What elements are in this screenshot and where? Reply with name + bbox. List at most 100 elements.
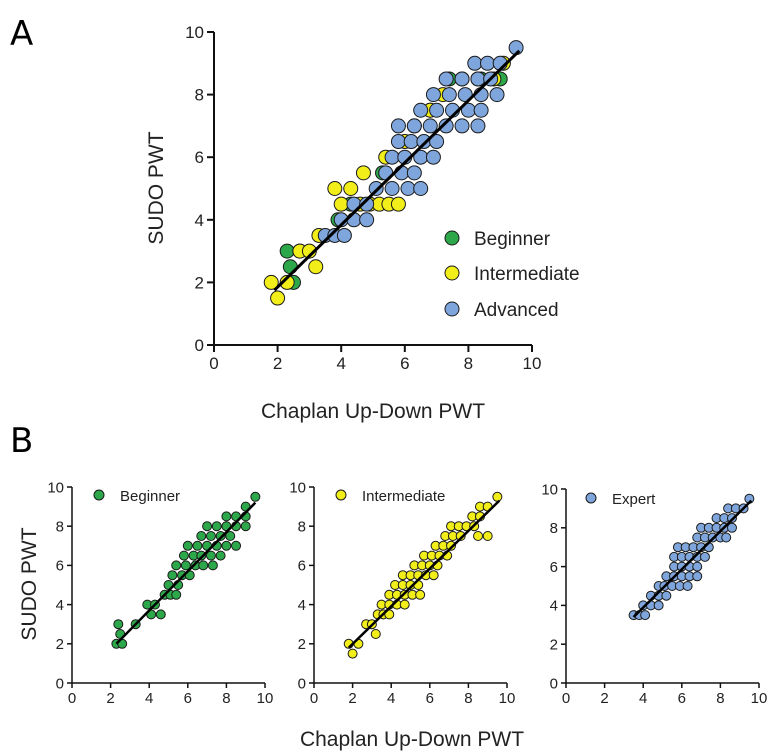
panel-b-beginner-y-tick-label: 6	[56, 558, 64, 575]
panel-b-intermediate-y-tick-label: 4	[298, 597, 306, 614]
data-point-beginner	[221, 540, 232, 551]
panel-b-beginner-x-tick-label: 8	[222, 690, 230, 707]
data-point-expert	[653, 600, 664, 611]
legend-marker-beginner	[444, 230, 460, 246]
data-point-beginner	[250, 491, 261, 502]
panel-b-intermediate-legend-marker	[335, 489, 347, 501]
panel-b-expert-y-tick-label: 4	[550, 598, 558, 615]
data-point-expert	[699, 551, 710, 562]
data-point-beginner	[231, 540, 242, 551]
data-point-expert	[726, 522, 737, 533]
data-point-advanced	[384, 149, 400, 165]
data-point-advanced	[489, 87, 505, 103]
data-point-beginner	[205, 550, 216, 561]
data-point-advanced	[473, 102, 489, 118]
panel-b-beginner-x-tick-label: 10	[257, 690, 274, 707]
data-point-beginner	[215, 550, 226, 561]
panel-b-intermediate-y-tick-label: 8	[298, 518, 306, 535]
data-point-intermediate	[399, 599, 410, 610]
data-point-intermediate	[473, 531, 484, 541]
panel-b-intermediate-chart: 0 2 4 6 8 10 0 2 4 6 8 10	[289, 479, 515, 707]
data-point-advanced	[416, 134, 432, 150]
data-point-expert	[692, 571, 703, 582]
legend-label-beginner: Beginner	[474, 229, 551, 250]
panel-b-expert-y-tick-label: 10	[541, 481, 558, 498]
data-point-advanced	[438, 118, 454, 134]
data-point-advanced	[359, 212, 375, 228]
panel-b-x-axis-title: Chaplan Up-Down PWT	[300, 728, 524, 751]
panel-b-beginner-x-tick-label: 2	[106, 690, 114, 707]
data-point-intermediate	[327, 181, 343, 196]
panel-b-expert-x-tick-label: 2	[600, 690, 608, 707]
panel-a-y-tick-label: 0	[195, 336, 204, 355]
panel-b-beginner-legend-label: Beginner	[120, 488, 180, 505]
panel-b-intermediate-x-tick-label: 8	[464, 690, 472, 707]
panel-a-y-tick-label: 4	[195, 211, 204, 230]
data-point-beginner	[113, 619, 124, 630]
data-point-beginner	[192, 540, 203, 551]
data-point-advanced	[390, 134, 406, 150]
data-point-intermediate	[455, 531, 466, 541]
data-point-advanced	[438, 71, 454, 87]
panel-a-regression-line	[273, 49, 521, 292]
data-point-advanced	[454, 118, 470, 134]
data-point-intermediate	[263, 274, 279, 290]
legend-item-intermediate: Intermediate	[444, 264, 580, 285]
panel-b-expert-x-tick-label: 0	[562, 690, 570, 707]
data-point-advanced	[467, 55, 483, 71]
panel-b-intermediate-y-tick-label: 10	[289, 479, 306, 496]
panel-b-beginner-x-tick-label: 6	[184, 690, 192, 707]
data-point-advanced	[346, 212, 362, 228]
data-point-advanced	[413, 102, 429, 118]
data-point-intermediate	[492, 491, 503, 502]
panel-a-x-axis-title: Chaplan Up-Down PWT	[261, 400, 485, 423]
panel-b-expert-legend-marker	[585, 492, 597, 504]
data-point-intermediate	[343, 181, 359, 196]
legend-marker-intermediate	[444, 265, 460, 281]
panel-b-expert-x-tick-label: 4	[639, 690, 647, 707]
data-point-advanced	[425, 149, 441, 165]
data-point-intermediate	[482, 531, 493, 541]
data-point-expert	[682, 581, 693, 591]
panel-b-letter: B	[10, 421, 33, 461]
panel-b-y-axis-title: SUDO PWT	[18, 527, 41, 640]
data-point-beginner	[178, 550, 189, 561]
panel-a-y-tick-label: 6	[195, 148, 204, 167]
data-point-advanced	[422, 118, 438, 134]
panel-b-beginner-y-tick-label: 8	[56, 518, 64, 535]
data-point-intermediate	[347, 648, 358, 659]
data-point-beginner	[180, 560, 191, 571]
data-point-beginner	[215, 531, 226, 541]
data-point-intermediate	[355, 165, 371, 181]
panel-b-beginner-y-tick-label: 10	[47, 479, 64, 496]
data-point-advanced	[406, 165, 422, 181]
data-point-expert	[692, 561, 703, 572]
panel-a-x-tick-label: 2	[273, 354, 282, 373]
data-point-beginner	[171, 589, 182, 600]
data-point-intermediate	[333, 196, 349, 212]
data-point-advanced	[406, 118, 422, 134]
data-point-beginner	[221, 511, 232, 522]
data-point-expert	[661, 590, 672, 601]
data-point-expert	[640, 610, 651, 621]
panel-b-beginner-chart: 0 2 4 6 8 10 0 2 4 6 8 10	[47, 479, 273, 707]
panel-a-x-tick-label: 0	[209, 354, 218, 373]
data-point-beginner	[171, 560, 182, 571]
panel-b-intermediate-regression-line	[347, 499, 501, 649]
data-point-intermediate	[308, 259, 324, 275]
data-point-advanced	[429, 134, 445, 150]
data-point-advanced	[400, 181, 416, 196]
data-point-beginner	[202, 521, 213, 532]
data-point-advanced	[394, 165, 410, 181]
data-point-advanced	[384, 181, 400, 196]
data-point-beginner	[182, 540, 193, 551]
data-point-advanced	[429, 102, 445, 118]
data-point-advanced	[470, 118, 486, 134]
legend-label-intermediate: Intermediate	[474, 264, 580, 285]
panel-b-expert-x-tick-label: 8	[716, 690, 724, 707]
panel-b-beginner-y-tick-label: 4	[56, 597, 64, 614]
panel-b-intermediate-y-tick-label: 2	[298, 636, 306, 653]
panel-b-beginner-y-tick-label: 0	[56, 675, 64, 692]
panel-b-intermediate-y-tick-label: 0	[298, 675, 306, 692]
